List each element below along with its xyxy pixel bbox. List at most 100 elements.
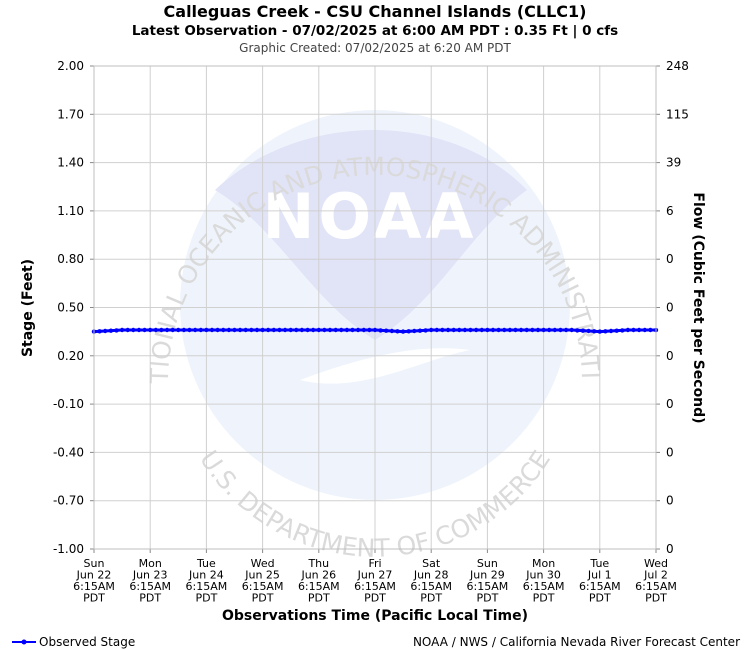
y2-axis-ticks: 248 115 39 6 0 0 0 0 0 0 0 bbox=[656, 59, 689, 556]
y2-tick-label: 115 bbox=[666, 107, 689, 121]
data-point bbox=[170, 327, 175, 333]
x-tick-label: Jun 23 bbox=[132, 569, 168, 582]
data-point bbox=[614, 328, 619, 333]
data-point bbox=[479, 327, 484, 333]
data-point bbox=[254, 327, 260, 333]
data-point bbox=[153, 327, 158, 333]
chart-grid bbox=[93, 65, 657, 550]
y-tick-label: 0.80 bbox=[57, 252, 84, 266]
data-point bbox=[496, 327, 501, 333]
data-point bbox=[474, 327, 479, 333]
data-point bbox=[136, 327, 142, 333]
y2-tick-label: 39 bbox=[666, 156, 681, 170]
data-point bbox=[395, 329, 400, 334]
x-tick-label: Wed bbox=[644, 557, 668, 570]
data-point bbox=[237, 327, 243, 333]
data-point bbox=[541, 327, 546, 333]
data-point bbox=[367, 327, 372, 333]
data-point bbox=[243, 327, 248, 333]
data-point bbox=[417, 328, 423, 333]
data-point bbox=[159, 327, 164, 333]
data-point bbox=[445, 327, 451, 333]
y2-axis-label: Flow (Cubic Feet per Second) bbox=[690, 192, 706, 423]
data-point bbox=[569, 327, 574, 333]
data-point bbox=[648, 327, 653, 333]
data-point bbox=[620, 328, 625, 333]
chart-subtitle: Latest Observation - 07/02/2025 at 6:00 … bbox=[132, 23, 618, 39]
data-point bbox=[642, 327, 647, 333]
data-point bbox=[457, 327, 462, 333]
data-point bbox=[176, 327, 181, 333]
y2-tick-label: 0 bbox=[666, 445, 674, 459]
data-point bbox=[221, 327, 226, 333]
y2-tick-label: 0 bbox=[666, 542, 674, 556]
data-point bbox=[423, 328, 428, 333]
y-tick-label: 1.70 bbox=[57, 107, 84, 121]
data-point bbox=[603, 329, 608, 334]
y2-tick-label: 6 bbox=[666, 204, 674, 218]
data-point bbox=[586, 328, 591, 334]
x-tick-label: 6:15AM bbox=[410, 580, 452, 593]
data-point bbox=[552, 327, 557, 333]
x-tick-label: Jun 29 bbox=[469, 569, 505, 582]
data-point bbox=[232, 327, 237, 333]
data-point bbox=[608, 328, 614, 334]
legend: Observed Stage bbox=[12, 635, 135, 649]
y-tick-label: 2.00 bbox=[57, 59, 84, 73]
data-point bbox=[580, 328, 586, 333]
data-point bbox=[597, 329, 602, 334]
data-point bbox=[164, 327, 170, 333]
y2-tick-label: 0 bbox=[666, 301, 674, 315]
x-tick-label: 6:15AM bbox=[73, 580, 115, 593]
credit-text: NOAA / NWS / California Nevada River For… bbox=[413, 635, 740, 649]
x-tick-label: PDT bbox=[195, 592, 217, 605]
x-tick-label: Jun 25 bbox=[244, 569, 280, 582]
data-point bbox=[412, 328, 417, 334]
series-group bbox=[91, 327, 659, 334]
data-point bbox=[355, 327, 361, 333]
graphic-created-text: Graphic Created: 07/02/2025 at 6:20 AM P… bbox=[239, 41, 511, 55]
data-point bbox=[389, 328, 395, 334]
x-tick-label: 6:15AM bbox=[467, 580, 509, 593]
x-tick-label: Tue bbox=[196, 557, 216, 570]
data-point bbox=[462, 327, 468, 333]
data-point bbox=[502, 327, 507, 333]
data-point bbox=[344, 327, 350, 333]
data-point bbox=[485, 327, 490, 333]
x-tick-label: PDT bbox=[476, 592, 498, 605]
data-point bbox=[193, 327, 198, 333]
y-axis-label: Stage (Feet) bbox=[20, 259, 36, 357]
data-point bbox=[524, 327, 529, 333]
data-point bbox=[97, 329, 102, 334]
data-point bbox=[148, 327, 153, 333]
data-point bbox=[468, 327, 473, 333]
noaa-watermark-text: NOAA bbox=[263, 180, 478, 253]
data-point bbox=[322, 327, 327, 333]
data-point bbox=[271, 327, 276, 333]
y-tick-label: 0.50 bbox=[57, 301, 84, 315]
data-point bbox=[530, 327, 535, 333]
data-point bbox=[266, 327, 271, 333]
data-point bbox=[631, 327, 636, 333]
x-tick-label: PDT bbox=[420, 592, 442, 605]
x-tick-label: Mon bbox=[139, 557, 162, 570]
data-point bbox=[400, 329, 406, 334]
data-point bbox=[563, 327, 569, 333]
data-point bbox=[142, 327, 147, 333]
data-point bbox=[361, 327, 366, 333]
y2-tick-label: 248 bbox=[666, 59, 689, 73]
data-point bbox=[260, 327, 265, 333]
data-point bbox=[311, 327, 316, 333]
x-tick-label: Jun 30 bbox=[525, 569, 561, 582]
data-point bbox=[547, 327, 552, 333]
legend-marker bbox=[21, 639, 27, 645]
x-tick-label: 6:15AM bbox=[242, 580, 284, 593]
x-tick-label: PDT bbox=[364, 592, 386, 605]
x-tick-label: PDT bbox=[139, 592, 161, 605]
y2-tick-label: 0 bbox=[666, 252, 674, 266]
y-tick-label: 1.10 bbox=[57, 204, 84, 218]
data-point bbox=[333, 327, 338, 333]
data-point bbox=[226, 327, 232, 333]
y2-tick-label: 0 bbox=[666, 494, 674, 508]
